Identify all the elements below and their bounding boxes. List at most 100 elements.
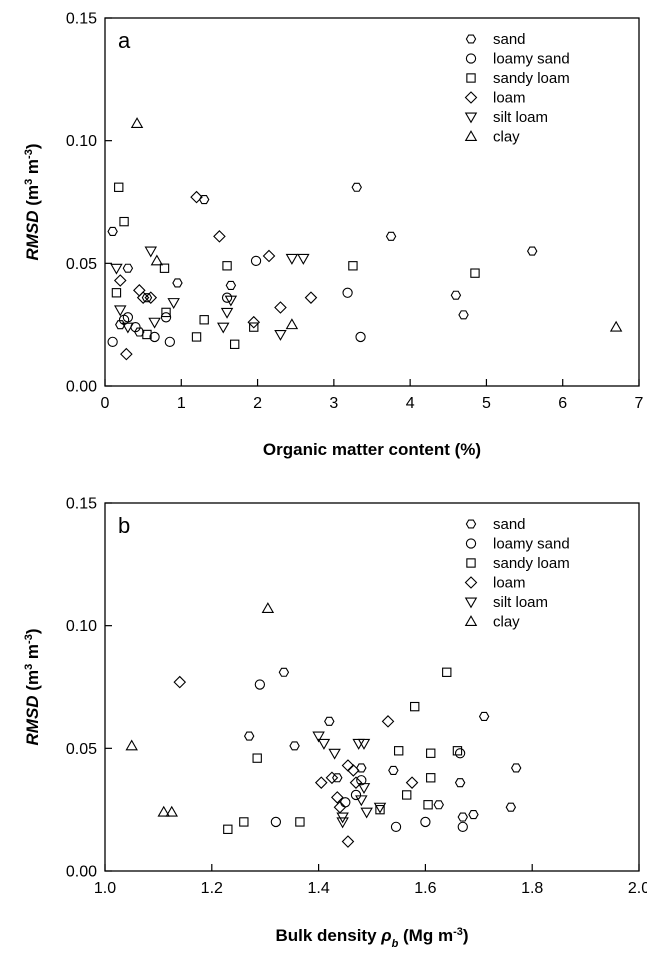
y-tick-label: 0.05 — [66, 741, 97, 758]
data-point-loamy-sand — [149, 331, 160, 343]
data-point-loam — [133, 284, 146, 297]
data-point-loam — [304, 291, 318, 304]
data-point-clay — [261, 602, 275, 614]
data-point-sand — [433, 800, 444, 810]
data-point-silt-loam — [114, 305, 127, 317]
data-point-sandy-loam — [252, 753, 262, 763]
legend-marker-clay — [464, 130, 478, 142]
data-point-loamy-sand — [164, 336, 175, 347]
data-point-silt-loam — [217, 322, 230, 334]
legend-label-sand: sand — [493, 516, 526, 533]
x-tick-label: 2 — [253, 395, 262, 412]
legend-marker-sand — [465, 519, 477, 529]
data-point-loamy-sand — [457, 821, 468, 832]
data-point-silt-loam — [224, 295, 238, 307]
data-point-sand — [510, 763, 522, 773]
data-point-loamy-sand — [420, 816, 431, 828]
data-point-sandy-loam — [161, 307, 171, 318]
y-tick-label: 0.00 — [66, 864, 97, 881]
data-point-sand — [278, 667, 290, 677]
y-tick-label: 0.15 — [66, 11, 97, 28]
data-point-sand — [468, 810, 479, 820]
data-point-sand — [243, 731, 255, 741]
data-point-loamy-sand — [254, 679, 266, 690]
data-point-loam — [405, 776, 419, 789]
data-point-clay — [125, 739, 138, 751]
legend-label-clay: clay — [493, 129, 520, 146]
data-point-sandy-loam — [111, 288, 122, 298]
data-point-loam — [213, 230, 226, 243]
data-point-loamy-sand — [390, 821, 402, 832]
x-tick-label: 1.6 — [414, 880, 436, 897]
data-point-loamy-sand — [221, 292, 233, 303]
panel-b-y-axis-end: ) — [23, 629, 42, 635]
legend-label-loam: loam — [493, 90, 526, 107]
data-point-sand — [324, 716, 335, 726]
panel-a-y-axis-title: RMSD (m3 m-3) — [23, 144, 42, 261]
panel-a-legend: sand loamy sand sandy loam loam silt loam cla… — [464, 31, 570, 146]
data-point-silt-loam — [144, 246, 158, 258]
panel-b-x-axis-sup: -3 — [453, 926, 463, 938]
data-point-sand — [450, 290, 462, 300]
data-point-loam — [325, 771, 339, 785]
panel-b-x-axis-end: ) — [463, 926, 469, 945]
data-point-clay — [130, 117, 144, 129]
data-point-sandy-loam — [470, 268, 480, 278]
data-point-sand — [385, 231, 397, 241]
data-point-sandy-loam — [222, 261, 232, 271]
data-point-loam — [347, 764, 360, 777]
data-point-sand — [172, 278, 183, 288]
panel-a-markers — [107, 117, 623, 361]
data-point-sand — [351, 182, 362, 192]
panel-a-y-axis-units: (m — [23, 185, 42, 206]
panel-a-x-ticks: 0 1 2 3 4 5 6 7 — [101, 379, 644, 412]
data-point-clay — [609, 320, 623, 332]
data-point-sandy-loam — [394, 746, 404, 756]
panel-b-y-axis-sup2: -3 — [23, 634, 35, 644]
data-point-sandy-loam — [426, 748, 436, 758]
panel-b-label: b — [118, 513, 130, 538]
data-point-loam — [330, 791, 344, 804]
data-point-sandy-loam — [348, 261, 358, 271]
data-point-clay — [150, 254, 164, 266]
data-point-silt-loam — [360, 807, 373, 819]
panel-b-markers — [125, 602, 522, 848]
data-point-loamy-sand — [340, 797, 351, 808]
data-point-silt-loam — [355, 795, 368, 807]
x-tick-label: 1 — [177, 395, 186, 412]
data-point-silt-loam — [352, 738, 365, 750]
data-point-loamy-sand — [270, 816, 282, 828]
data-point-sand — [388, 765, 399, 775]
legend-marker-sand — [465, 34, 477, 44]
data-point-loam — [247, 315, 261, 329]
data-point-sandy-loam — [375, 804, 385, 815]
panel-a-y-axis-sup2: -3 — [23, 149, 35, 159]
legend-label-loamy-sand: loamy sand — [493, 536, 570, 553]
data-point-loamy-sand — [342, 287, 353, 298]
data-point-loamy-sand — [250, 255, 262, 267]
data-point-silt-loam — [110, 263, 123, 275]
x-tick-label: 1.0 — [94, 880, 116, 897]
panel-b-y-ticks: 0.00 0.05 0.10 0.15 — [66, 496, 112, 881]
data-point-silt-loam — [357, 783, 371, 794]
data-point-loam — [341, 835, 355, 848]
data-point-silt-loam — [274, 329, 287, 341]
data-point-sand — [107, 226, 118, 236]
data-point-sand — [225, 280, 237, 290]
panel-a-y-ticks: 0.00 0.05 0.10 0.15 — [66, 11, 112, 396]
data-point-sand — [115, 320, 126, 330]
data-point-sandy-loam — [452, 746, 463, 756]
data-point-sand — [289, 741, 300, 751]
x-tick-label: 5 — [482, 395, 491, 412]
data-point-sandy-loam — [249, 322, 259, 332]
data-point-sand — [122, 263, 134, 273]
data-point-clay — [285, 318, 299, 330]
panel-b-x-axis-units: (Mg m — [398, 926, 453, 945]
data-point-loam — [262, 249, 276, 263]
legend-label-loam: loam — [493, 575, 526, 592]
panel-b-plot-frame — [104, 502, 640, 872]
panel-a-scatter-chart: 0.00 0.05 0.10 0.15 0 1 2 3 4 5 6 7 a sand loamy sa… — [23, 11, 644, 460]
x-tick-label: 7 — [635, 395, 644, 412]
data-point-sand — [457, 812, 469, 822]
